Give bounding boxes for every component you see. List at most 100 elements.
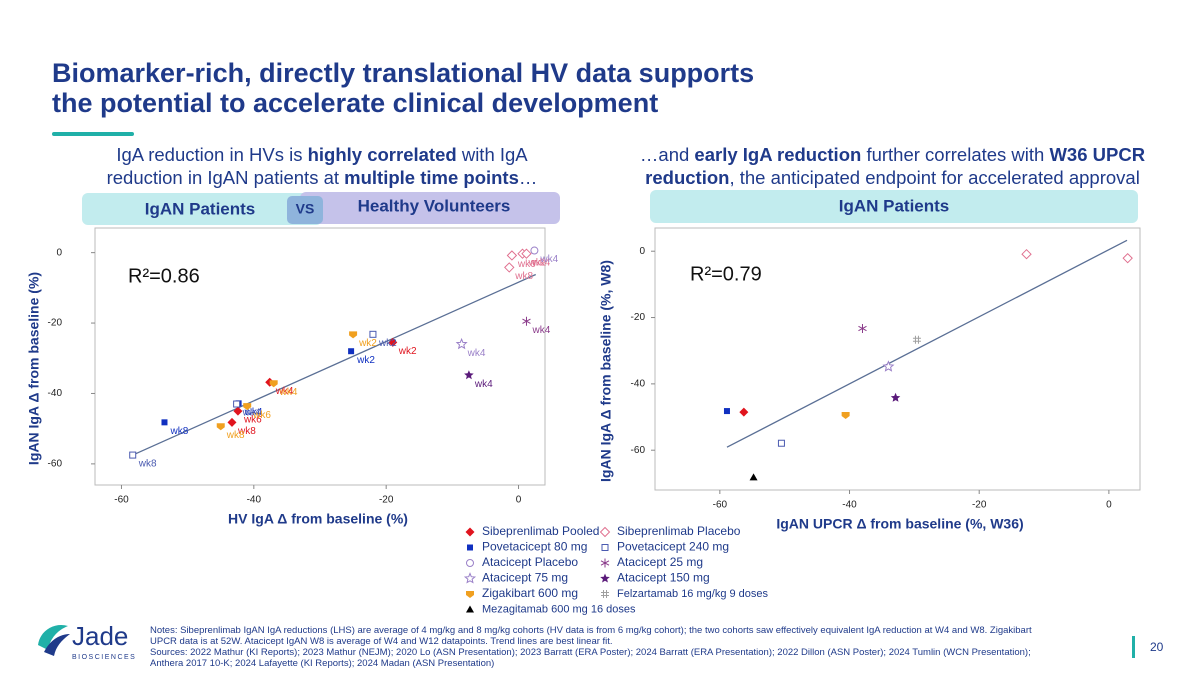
point-label: wk4 [474, 379, 493, 390]
marker [841, 412, 850, 420]
subtitle-segment: multiple time points [344, 167, 519, 188]
subtitle-segment: further correlates with [861, 144, 1050, 165]
y-axis-title: IgAN IgA Δ from baseline (%, W8) [598, 260, 614, 482]
point-label: wk4 [242, 408, 261, 419]
y-tick-label: -20 [631, 312, 646, 323]
subtitle-segment: IgA reduction in HVs is [116, 144, 308, 165]
y-axis-title: IgAN IgA Δ from baseline (%) [26, 272, 42, 465]
point-label: wk8 [237, 426, 256, 437]
banner-text: IgAN Patients [145, 199, 256, 218]
marker [349, 331, 358, 339]
plot-frame [654, 227, 1141, 491]
legend-label: Felzartamab 16 mg/kg 9 doses [617, 588, 769, 600]
marker [1021, 248, 1032, 260]
sources: Sources: 2022 Mathur (KI Reports); 2023 … [150, 647, 1031, 669]
legend-marker [466, 559, 474, 567]
marker [521, 248, 532, 259]
logo-sub: BIOSCIENCES [72, 654, 136, 661]
legend-label: Mezagitamab 600 mg 16 doses [482, 603, 636, 615]
banner-text: Healthy Volunteers [358, 196, 511, 215]
marker [890, 392, 901, 402]
footnotes: Notes: Sibeprenlimab IgAN IgA reductions… [150, 625, 1055, 669]
page-number: 20 [1150, 640, 1164, 654]
banner-text: IgAN Patients [839, 196, 950, 215]
legend-label: Atacicept 25 mg [617, 555, 703, 569]
subtitle-segment: … [518, 167, 538, 188]
legend-marker [600, 558, 610, 568]
subtitle-segment: …and [639, 144, 695, 165]
marker [723, 408, 730, 415]
marker [161, 419, 168, 426]
legend-label: Sibeprenlimab Pooled [482, 524, 599, 538]
left-subtitle: IgA reduction in HVs is highly correlate… [82, 143, 562, 189]
title-line: Biomarker-rich, directly translational H… [52, 58, 755, 88]
legend-marker [600, 573, 610, 583]
marker [369, 330, 377, 338]
marker [504, 262, 515, 273]
legend-marker [601, 590, 609, 598]
y-tick-label: 0 [639, 246, 645, 257]
marker [243, 403, 252, 411]
legend-label: Povetacicept 240 mg [617, 540, 729, 554]
legend-marker [467, 544, 473, 551]
point-label: wk4 [467, 348, 486, 359]
point-label: wk8 [226, 430, 245, 441]
marker [739, 407, 749, 417]
logo-text: Jade [72, 621, 128, 651]
marker [227, 417, 237, 427]
subtitle-segment: , the anticipated endpoint for accelerat… [729, 167, 1140, 188]
marker [882, 360, 895, 372]
point-label: wk2 [356, 355, 375, 366]
annotation: R²=0.86 [128, 265, 200, 287]
subtitle-segment: highly correlated [307, 144, 457, 165]
marker [464, 370, 474, 380]
marker [348, 348, 355, 355]
marker [749, 473, 758, 481]
marker [129, 451, 137, 459]
marker [233, 400, 241, 408]
y-tick-label: -40 [631, 379, 646, 390]
legend-marker [601, 544, 609, 551]
x-tick-label: -20 [972, 500, 987, 511]
marker [858, 323, 867, 333]
marker [912, 335, 921, 344]
y-tick-label: -60 [48, 459, 63, 470]
legend-label: Povetacicept 80 mg [482, 540, 587, 554]
trend-line [132, 273, 537, 456]
y-tick-label: -40 [48, 388, 63, 399]
point-label: wk2 [378, 338, 397, 349]
x-axis-title: HV IgA Δ from baseline (%) [228, 511, 408, 527]
marker [455, 337, 468, 350]
legend-label: Atacicept 150 mg [617, 571, 710, 585]
y-tick-label: 0 [56, 247, 62, 258]
x-tick-label: 0 [1106, 500, 1112, 511]
y-tick-label: -20 [48, 318, 63, 329]
page-rule [1132, 636, 1135, 658]
point-label: wk4 [539, 254, 558, 265]
marker [1122, 252, 1133, 264]
notes: Notes: Sibeprenlimab IgAN IgA reductions… [150, 625, 1032, 647]
subtitle-segment: with IgA reduction in IgAN patients at [106, 144, 528, 188]
point-label: wk4 [531, 325, 550, 336]
banner [82, 193, 322, 225]
right-subtitle: …and early IgA reduction further correla… [605, 143, 1180, 189]
banner [650, 190, 1138, 223]
x-tick-label: -20 [379, 495, 394, 506]
legend-label: Zigakibart 600 mg [482, 586, 578, 600]
point-label: wk6 [252, 410, 271, 421]
legend-label: Atacicept 75 mg [482, 571, 568, 585]
title-rule [52, 132, 134, 136]
subtitle-segment: early IgA reduction [694, 144, 862, 165]
x-axis-title: IgAN UPCR Δ from baseline (%, W36) [776, 516, 1023, 532]
marker [388, 337, 398, 347]
logo-mark [38, 624, 70, 656]
plot-frame [94, 227, 546, 486]
x-tick-label: -40 [247, 495, 262, 506]
point-label: wk4 [275, 386, 294, 397]
trend-line [726, 239, 1128, 448]
legend-marker [466, 605, 474, 613]
marker [216, 423, 225, 431]
banner [300, 192, 560, 224]
marker [530, 246, 539, 255]
